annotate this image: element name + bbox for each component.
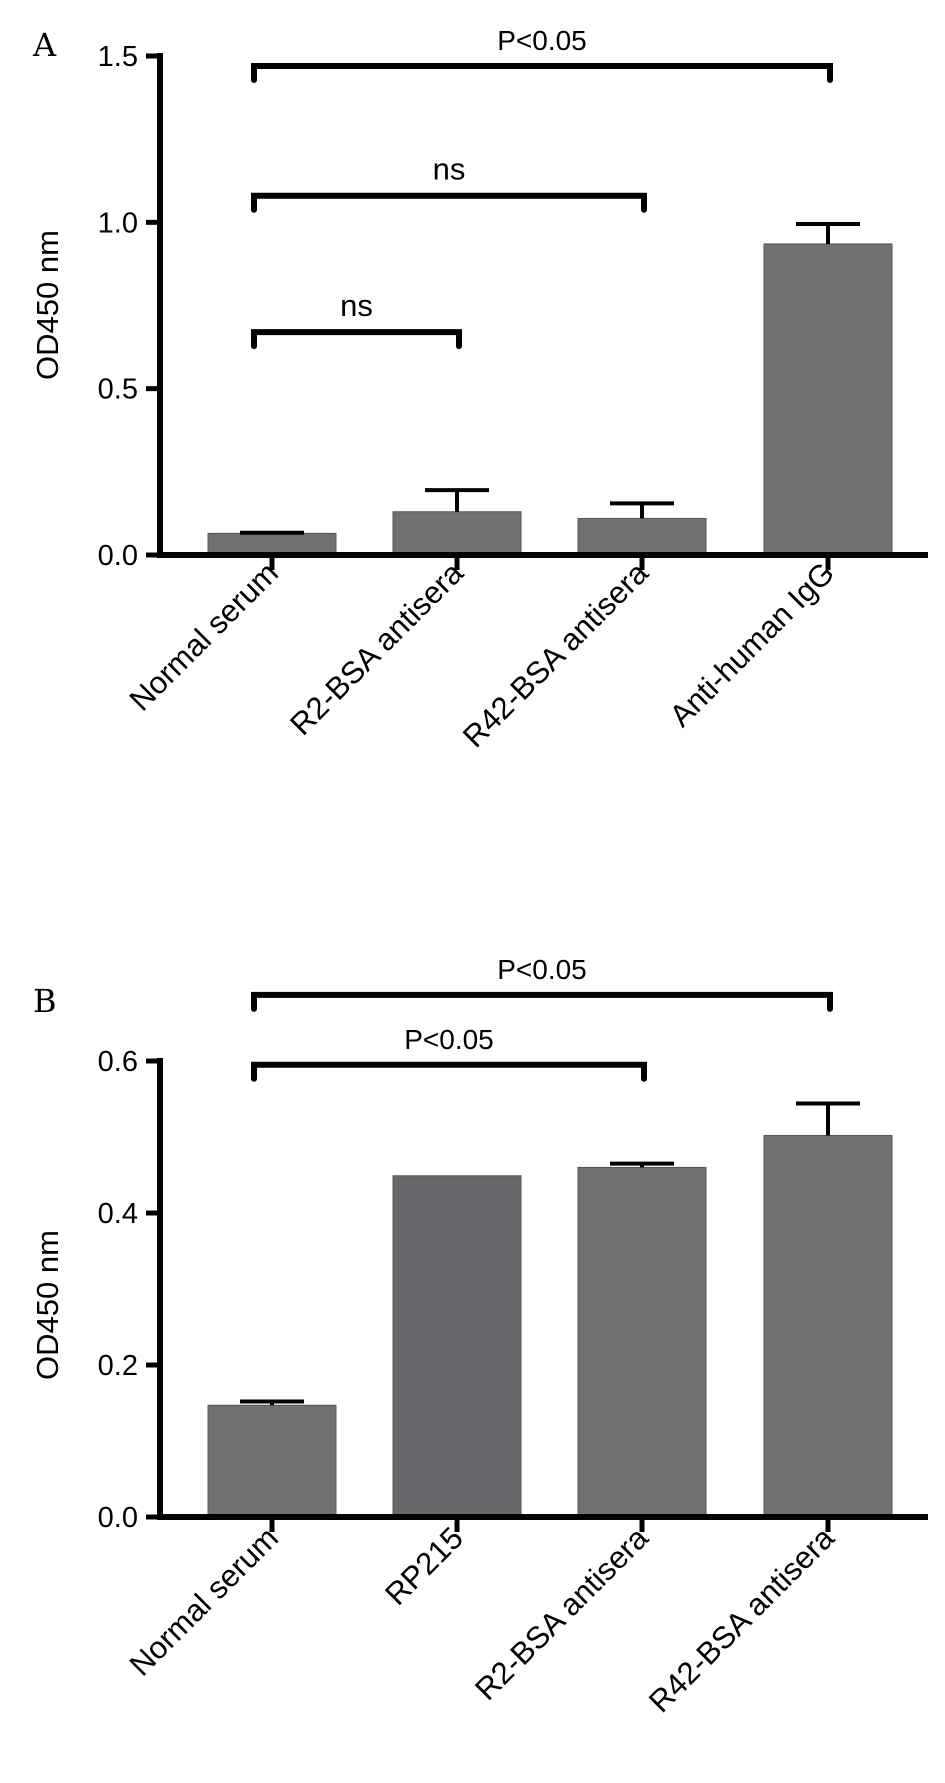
significance-bracket-2 — [251, 192, 647, 213]
y-axis-title: OD450 nm — [30, 230, 65, 380]
significance-label-3: ns — [340, 288, 373, 323]
significance-label-1: P<0.05 — [497, 25, 587, 56]
y-tick-label-3: 1.0 — [98, 207, 138, 239]
bar-3 — [577, 517, 707, 556]
significance-bracket-3 — [251, 329, 462, 350]
category-label-3: R2-BSA antisera — [468, 1520, 655, 1707]
y-tick-label-1: 0.0 — [98, 540, 138, 572]
category-label-1: Normal serum — [123, 555, 285, 717]
panel-letter-a: A — [32, 26, 57, 64]
y-tick-label-2: 0.2 — [98, 1350, 138, 1382]
y-axis-title: OD450 nm — [30, 1230, 65, 1380]
significance-bracket-1 — [251, 991, 833, 1012]
y-tick-label-1: 0.0 — [98, 1502, 138, 1534]
significance-bracket-1 — [251, 62, 833, 83]
category-label-3: R42-BSA antisera — [456, 555, 656, 755]
category-label-2: R2-BSA antisera — [283, 555, 470, 742]
y-tick-label-2: 0.5 — [98, 374, 138, 406]
panel-letter-b: B — [33, 982, 57, 1020]
y-tick-label-3: 0.4 — [98, 1198, 138, 1230]
bar-1 — [207, 532, 337, 556]
significance-label-2: P<0.05 — [404, 1024, 494, 1055]
bar-3 — [577, 1166, 707, 1518]
bar-4 — [763, 243, 893, 556]
category-label-4: Anti-human IgG — [663, 555, 841, 733]
significance-label-1: P<0.05 — [497, 954, 587, 985]
y-tick-label-4: 0.6 — [98, 1046, 138, 1078]
significance-label-2: ns — [433, 152, 466, 187]
bar-2 — [392, 1175, 522, 1518]
bar-4 — [763, 1134, 893, 1518]
bar-2 — [392, 511, 522, 556]
category-label-2: RP215 — [378, 1520, 470, 1612]
category-label-4: R42-BSA antisera — [642, 1520, 842, 1720]
y-tick-label-4: 1.5 — [98, 41, 138, 73]
category-label-1: Normal serum — [123, 1520, 285, 1682]
significance-bracket-2 — [251, 1061, 647, 1082]
bar-1 — [207, 1404, 337, 1518]
